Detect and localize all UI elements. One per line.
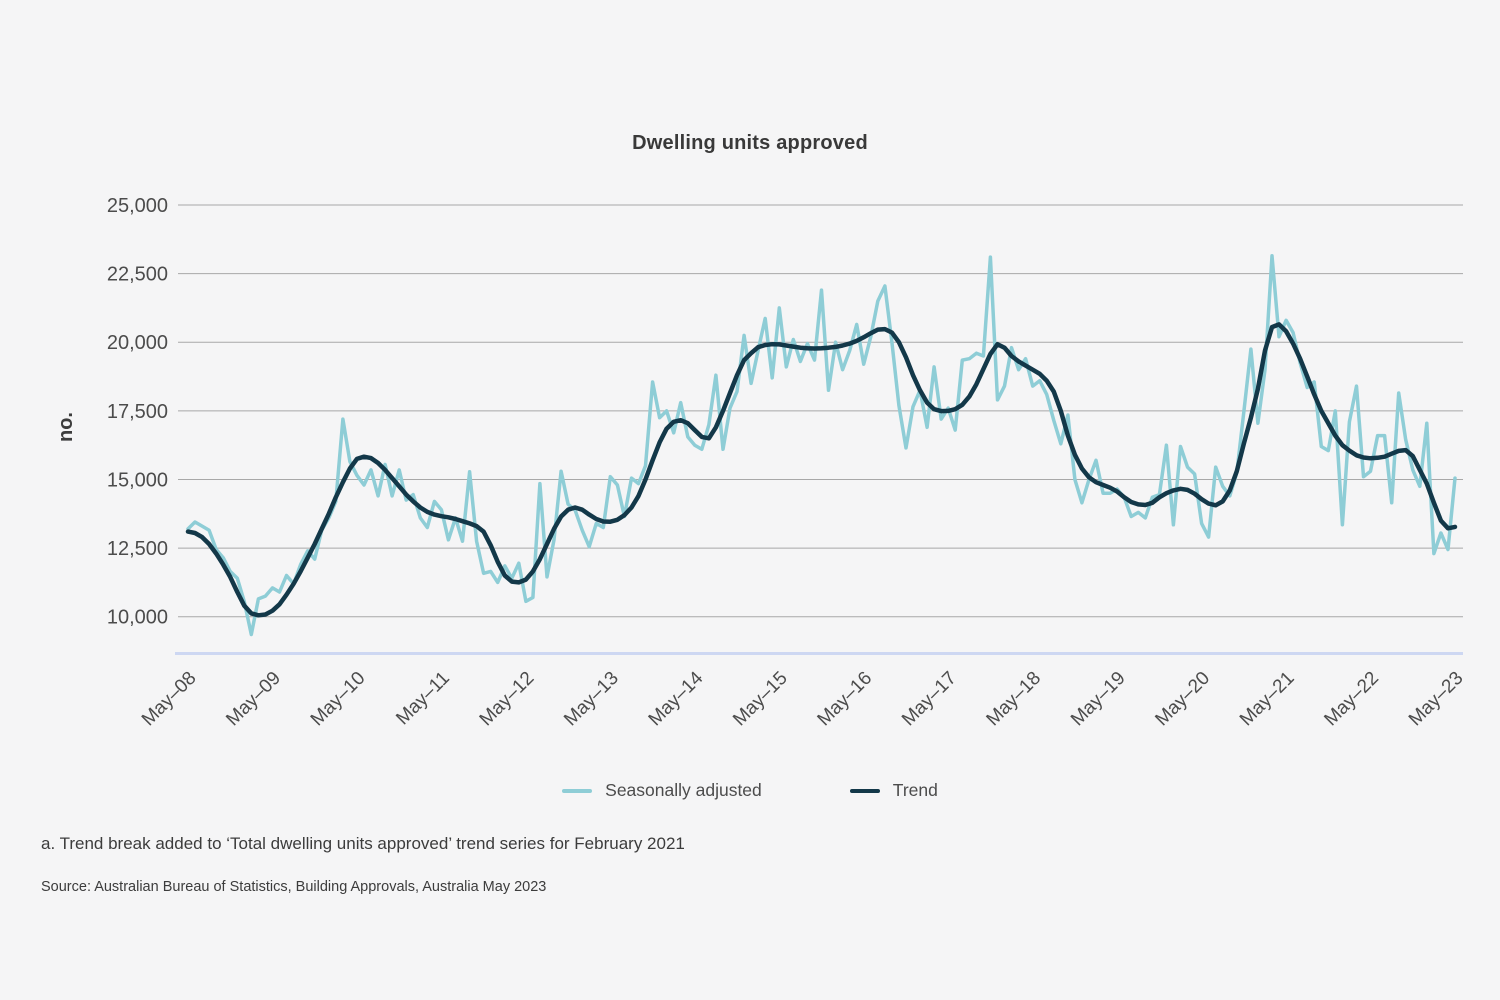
gridlines [178,204,1463,618]
y-tick-label: 12,500 [107,538,168,560]
y-axis-tick-labels: 10,000 12,500 15,000 17,500 20,000 22,500 25,0… [107,195,168,629]
x-tick-label: May–21 [1236,668,1299,731]
y-axis-title: no. [55,412,77,442]
x-tick-label: May–20 [1151,668,1214,731]
seasonally-adjusted-line-swatch [562,788,593,793]
x-tick-label: May–14 [645,667,708,730]
x-tick-label: May–09 [222,668,285,731]
x-tick-label: May–18 [983,668,1046,731]
source-attribution: Source: Australian Bureau of Statistics,… [41,879,547,895]
x-tick-label: May–12 [476,668,539,731]
x-tick-label: May–17 [898,668,961,731]
x-tick-label: May–23 [1405,668,1468,731]
legend-item-trend: Trend [849,780,938,801]
x-tick-label: May–10 [307,668,370,731]
trend-line [185,322,1458,618]
y-tick-label: 10,000 [107,607,168,629]
x-tick-label: May–19 [1067,668,1130,731]
x-tick-label: May–11 [392,668,454,730]
legend-item-seasonally-adjusted: Seasonally adjusted [562,780,762,801]
seasonally-adjusted-line [186,254,1457,637]
y-tick-label: 25,000 [107,195,168,217]
chart-legend: Seasonally adjusted Trend [0,780,1500,801]
trend-line-swatch [849,788,880,793]
legend-label-seasonally-adjusted: Seasonally adjusted [605,780,762,800]
chart-title: Dwelling units approved [632,132,868,154]
y-tick-label: 22,500 [107,264,168,286]
y-tick-label: 17,500 [107,401,168,423]
dwelling-units-approved-chart: 10,000 12,500 15,000 17,500 20,000 22,500 25,0… [55,195,1468,730]
x-tick-label: May–15 [729,668,792,731]
x-axis-tick-labels: May–08 May–09 May–10 May–11 May–12 May–13 May–… [138,667,1468,730]
y-tick-label: 20,000 [107,332,168,354]
y-tick-label: 15,000 [107,469,168,491]
x-tick-label: May–08 [138,668,201,731]
x-tick-label: May–16 [814,668,877,731]
x-tick-label: May–22 [1320,668,1383,731]
x-tick-label: May–13 [560,668,623,731]
legend-label-trend: Trend [892,780,938,800]
footnote-trend-break: a. Trend break added to ‘Total dwelling … [41,834,685,853]
